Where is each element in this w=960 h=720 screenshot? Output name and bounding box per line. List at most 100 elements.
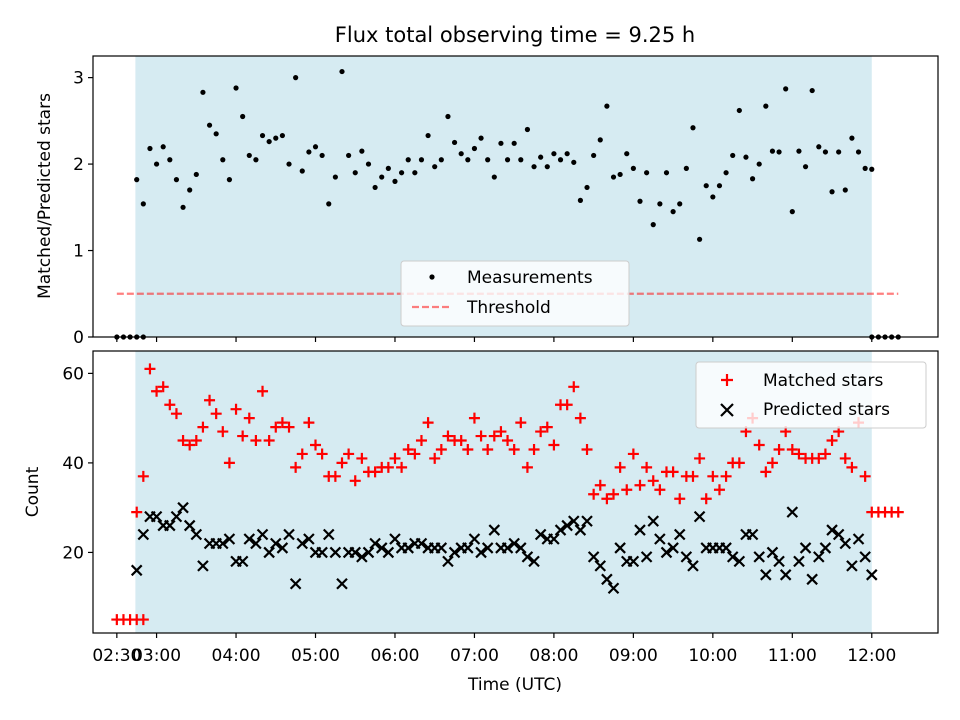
predicted-star-point [813, 551, 825, 563]
matched-star-point [839, 452, 851, 464]
predicted-star-point [528, 555, 540, 568]
matched-star-point [548, 439, 560, 451]
matched-star-point [230, 403, 242, 415]
matched-star-point [667, 466, 679, 478]
matched-star-point [170, 408, 182, 420]
predicted-star-point [276, 542, 289, 554]
matched-star-point [515, 417, 527, 429]
measurement-point [683, 165, 689, 171]
measurement-point [809, 87, 815, 94]
measurement-point [624, 151, 630, 157]
measurement-point [233, 85, 239, 91]
predicted-star-point [375, 542, 388, 554]
measurement-point [710, 194, 716, 200]
legend-threshold-label: Threshold [466, 298, 551, 318]
matched-star-point [674, 493, 686, 505]
predicted-star-point [786, 506, 799, 518]
matched-star-point [276, 417, 288, 429]
measurement-point [346, 152, 352, 159]
matched-star-point [614, 461, 626, 473]
measurement-point [220, 157, 226, 163]
matched-star-point [654, 484, 666, 496]
measurement-point [206, 122, 213, 128]
measurement-point [286, 161, 292, 167]
measurement-point [842, 187, 848, 193]
predicted-star-point [402, 542, 414, 554]
predicted-star-point [726, 551, 739, 563]
matched-star-point [495, 426, 507, 438]
matched-star-point [621, 484, 633, 496]
matched-star-point [846, 461, 858, 473]
measurement-point [849, 135, 855, 141]
matched-star-point [647, 475, 659, 487]
matched-star-point [594, 479, 606, 491]
predicted-star-point [362, 546, 375, 559]
measurement-point [829, 189, 835, 195]
predicted-star-point [567, 515, 580, 527]
predicted-star-point [640, 551, 653, 563]
measurement-point [610, 174, 617, 180]
legend-measurement-marker [429, 274, 435, 280]
matched-star-point [356, 452, 368, 464]
predicted-star-point [760, 569, 772, 581]
bottom-xtick-label: 07:00 [450, 646, 499, 666]
measurement-point [524, 126, 531, 133]
matched-star-point [131, 506, 143, 518]
bottom-xtick-label: 10:00 [688, 646, 737, 666]
predicted-star-point [548, 533, 560, 545]
measurement-point [153, 161, 160, 167]
measurement-point [630, 165, 636, 171]
bottom-ytick-label: 60 [62, 364, 84, 384]
measurement-point [836, 149, 842, 155]
predicted-star-point [170, 510, 183, 523]
measurement-point [670, 209, 676, 215]
predicted-star-point [594, 560, 607, 572]
predicted-star-point [846, 560, 858, 572]
predicted-star-point [660, 546, 673, 559]
chart-title: Flux total observing time = 9.25 h [335, 23, 695, 47]
measurement-point [259, 132, 266, 139]
predicted-star-point [799, 542, 812, 554]
measurement-point [789, 209, 795, 215]
matched-star-point [343, 448, 355, 460]
measurement-point [564, 151, 570, 157]
matched-star-point [813, 452, 825, 464]
predicted-star-point [303, 533, 315, 545]
predicted-star-point [720, 542, 732, 554]
matched-star-point [223, 457, 235, 469]
predicted-star-point [515, 542, 527, 554]
matched-star-point [521, 461, 533, 473]
matched-star-point [760, 466, 772, 478]
matched-star-point [263, 435, 275, 447]
matched-star-point [766, 457, 778, 469]
predicted-star-point [766, 546, 779, 559]
measurement-point [571, 159, 577, 165]
measurement-point [471, 145, 478, 152]
matched-star-point [482, 443, 494, 455]
predicted-star-point [322, 528, 335, 541]
measurement-point [650, 222, 656, 228]
measurement-point [385, 165, 391, 171]
predicted-star-point [190, 528, 203, 541]
matched-star-point [415, 435, 427, 447]
predicted-star-point [475, 546, 487, 559]
measurement-point [240, 113, 246, 120]
predicted-star-point [435, 542, 448, 554]
matched-star-point [349, 475, 361, 487]
bottom-xlabel: Time (UTC) [467, 675, 562, 695]
matched-star-point [455, 435, 467, 447]
matched-star-point [528, 443, 540, 455]
measurement-point [167, 157, 173, 163]
bottom-xtick-label: 09:00 [609, 646, 658, 666]
bottom-legend: Matched stars Predicted stars [695, 361, 927, 429]
predicted-star-point [164, 519, 176, 532]
predicted-star-point [137, 528, 150, 541]
measurement-point [379, 174, 385, 180]
measurement-point [173, 177, 180, 183]
matched-star-point [402, 443, 414, 455]
predicted-star-point [746, 528, 759, 541]
matched-star-point [733, 457, 745, 469]
